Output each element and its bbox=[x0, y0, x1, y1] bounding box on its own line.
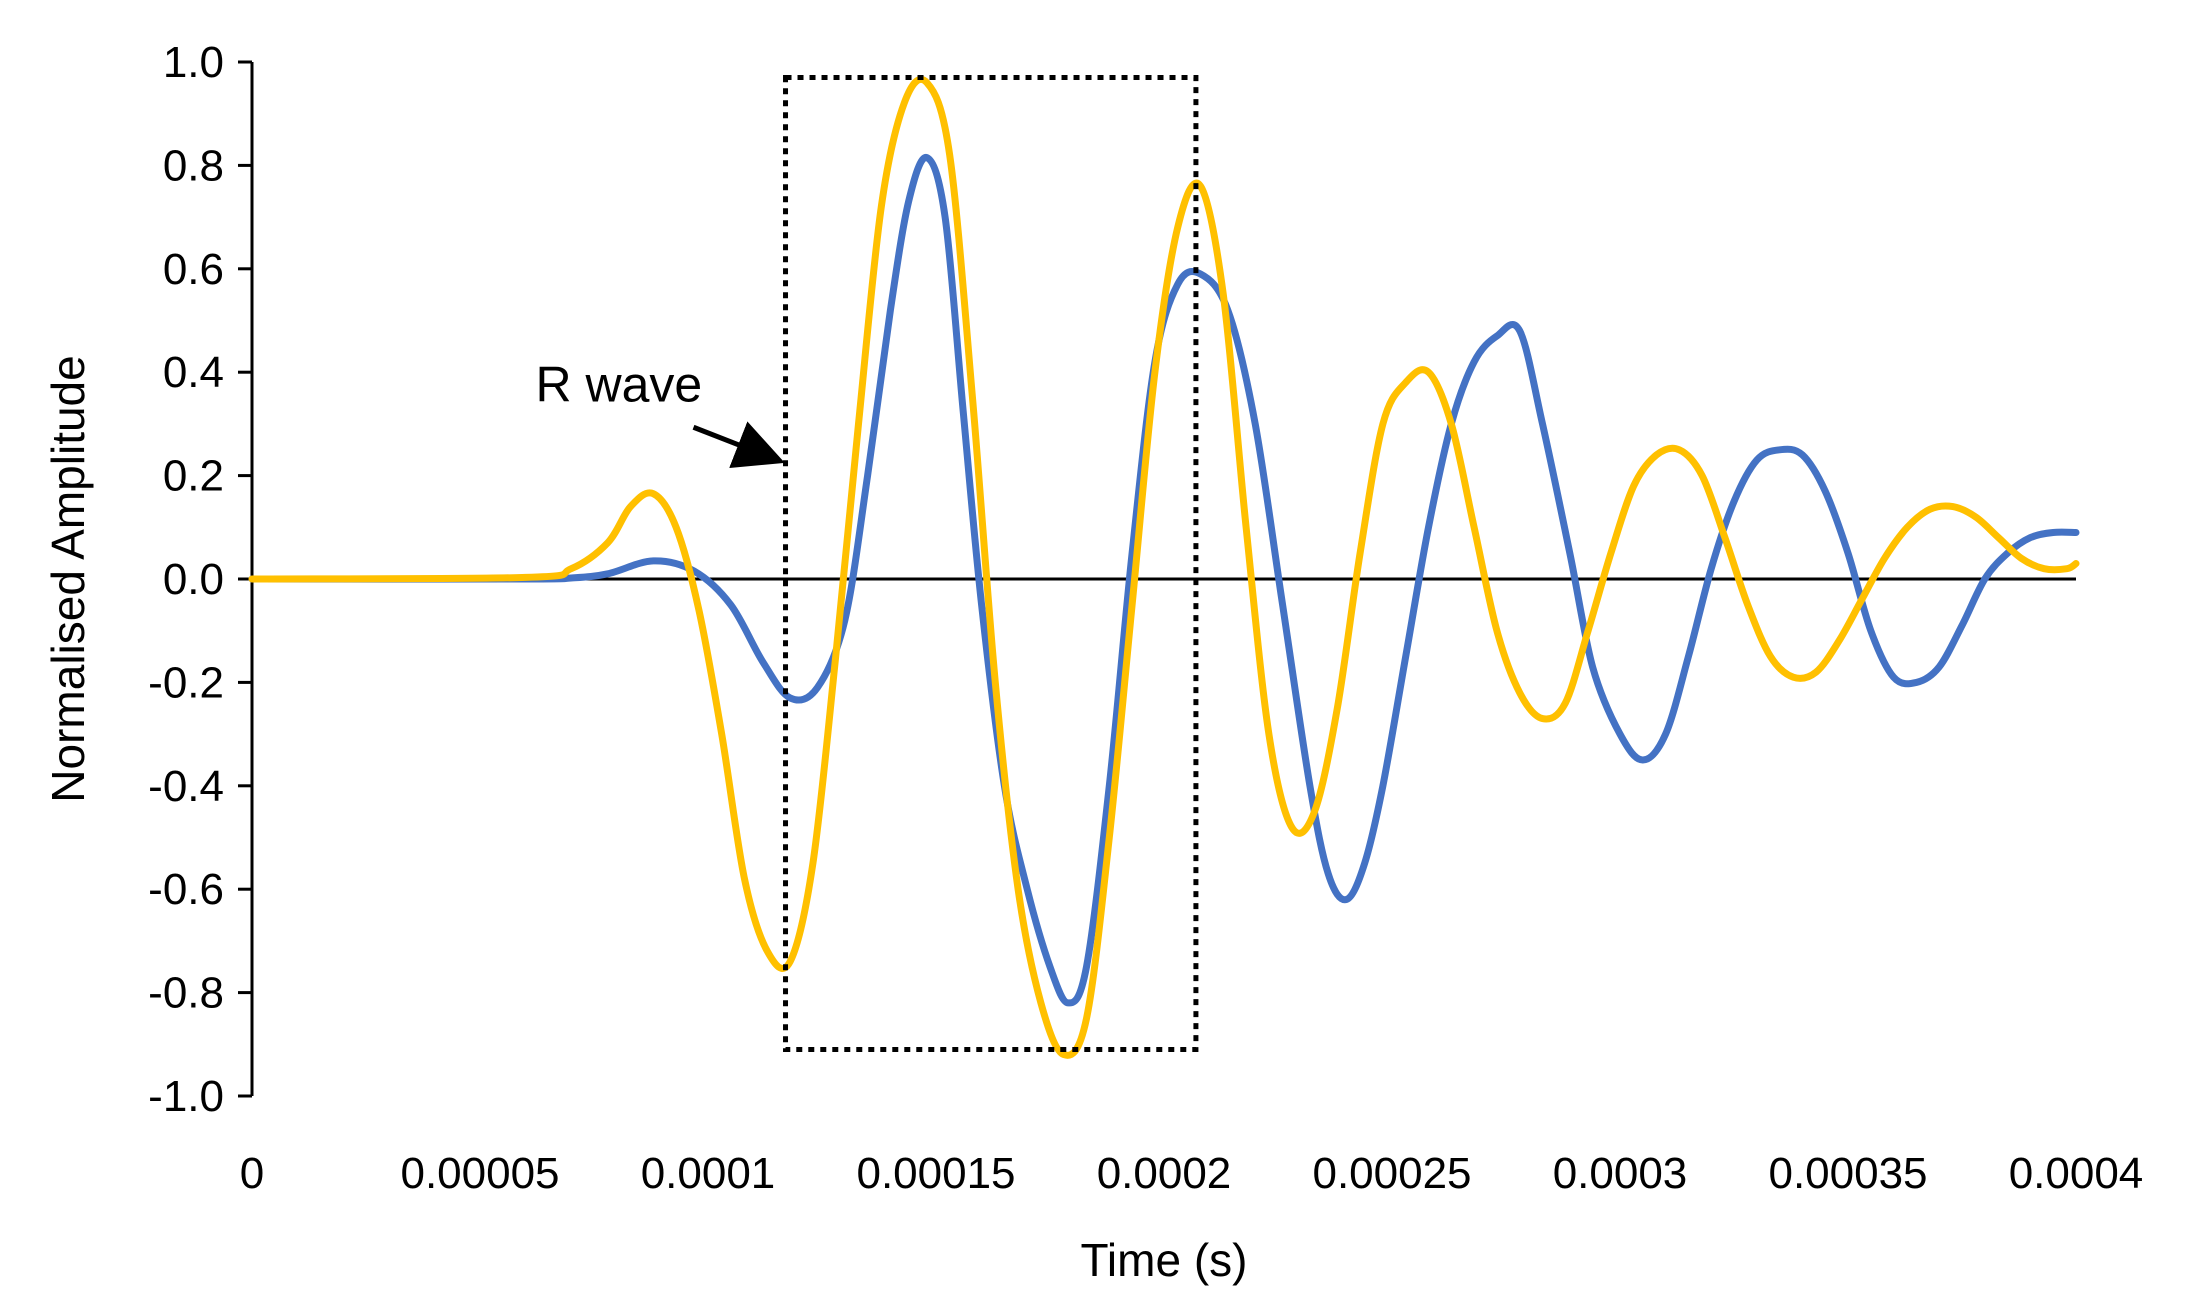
series-line-2 bbox=[248, 75, 2080, 1059]
y-tick-label: -0.4 bbox=[148, 762, 224, 811]
y-tick-label: 0.2 bbox=[163, 452, 224, 501]
series-group bbox=[248, 75, 2080, 1059]
x-tick-label: 0.0004 bbox=[2009, 1149, 2144, 1198]
x-axis-title: Time (s) bbox=[1081, 1234, 1248, 1286]
y-tick-label: -0.8 bbox=[148, 969, 224, 1018]
y-tick-label: 0.6 bbox=[163, 245, 224, 294]
x-tick-label: 0.0003 bbox=[1553, 1149, 1688, 1198]
y-tick-label: 0.0 bbox=[163, 555, 224, 604]
x-tick-label: 0.0002 bbox=[1097, 1149, 1232, 1198]
x-ticks: 0 0.00005 0.0001 0.00015 0.0002 0.00025 0.0003… bbox=[240, 1149, 2144, 1198]
x-tick-label: 0.00005 bbox=[400, 1149, 559, 1198]
x-tick-label: 0.00025 bbox=[1312, 1149, 1471, 1198]
x-tick-label: 0.0001 bbox=[641, 1149, 776, 1198]
y-tick-label: 0.4 bbox=[163, 348, 224, 397]
x-tick-label: 0.00035 bbox=[1768, 1149, 1927, 1198]
y-tick-label: -0.2 bbox=[148, 658, 224, 707]
y-axis-title: Normalised Amplitude bbox=[42, 355, 94, 802]
y-tick-label: -0.6 bbox=[148, 865, 224, 914]
x-tick-label: 0 bbox=[240, 1149, 264, 1198]
y-ticks: 1.0 0.8 0.6 0.4 0.2 0.0 -0.2 -0.4 -0.6 -0.8 -1.0 bbox=[148, 38, 252, 1121]
r-wave-box bbox=[783, 75, 1199, 1052]
y-tick-label: 0.8 bbox=[163, 141, 224, 190]
series-line-1 bbox=[248, 154, 2080, 1007]
x-tick-label: 0.00015 bbox=[856, 1149, 1015, 1198]
r-wave-arrow bbox=[692, 421, 785, 469]
y-tick-label: -1.0 bbox=[148, 1072, 224, 1121]
y-tick-label: 1.0 bbox=[163, 38, 224, 87]
r-wave-label: R wave bbox=[536, 356, 703, 412]
